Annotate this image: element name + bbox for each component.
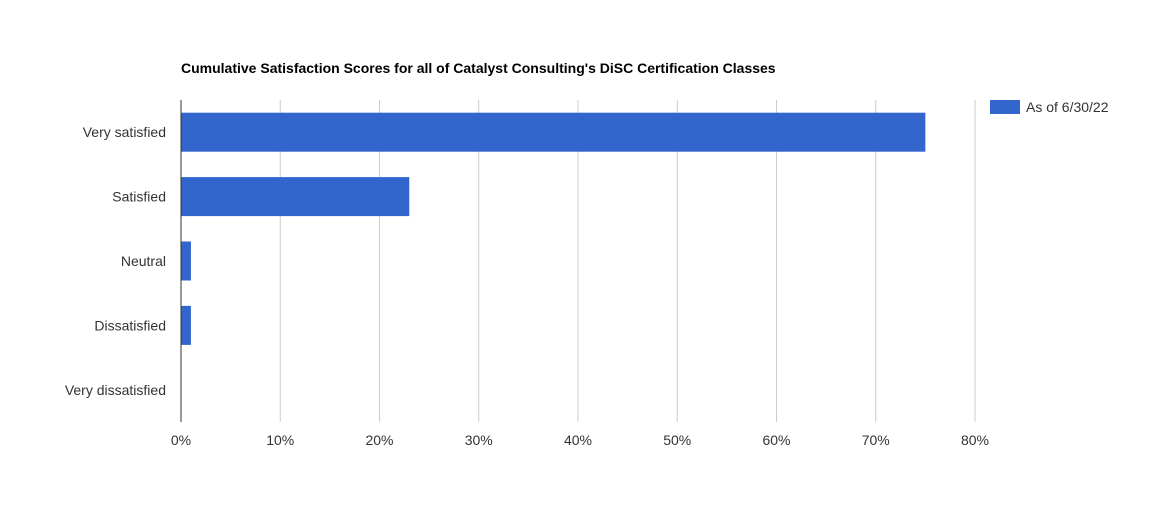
x-tick-label: 0% xyxy=(171,432,191,448)
x-tick-label: 40% xyxy=(564,432,592,448)
legend: As of 6/30/22 xyxy=(990,99,1109,115)
category-labels: Very satisfied Satisfied Neutral Dissatisfi… xyxy=(65,124,166,398)
x-tick-label: 20% xyxy=(365,432,393,448)
x-tick-label: 50% xyxy=(663,432,691,448)
category-label: Very dissatisfied xyxy=(65,382,166,398)
bar xyxy=(181,177,410,217)
category-label: Satisfied xyxy=(112,189,166,205)
bars xyxy=(181,112,926,345)
x-tick-label: 80% xyxy=(961,432,989,448)
x-tick-labels: 0% 10% 20% 30% 40% 50% 60% 70% 80% xyxy=(171,432,989,448)
chart-title: Cumulative Satisfaction Scores for all o… xyxy=(181,60,776,76)
x-tick-label: 60% xyxy=(762,432,790,448)
bar xyxy=(181,241,191,281)
gridlines xyxy=(279,100,976,422)
legend-label: As of 6/30/22 xyxy=(1026,99,1109,115)
x-tick-label: 30% xyxy=(465,432,493,448)
category-label: Neutral xyxy=(121,253,166,269)
category-label: Very satisfied xyxy=(83,124,166,140)
legend-swatch xyxy=(990,100,1020,114)
x-tick-label: 70% xyxy=(862,432,890,448)
category-label: Dissatisfied xyxy=(94,317,166,333)
bar xyxy=(181,305,191,345)
x-tick-label: 10% xyxy=(266,432,294,448)
bar xyxy=(181,112,926,152)
